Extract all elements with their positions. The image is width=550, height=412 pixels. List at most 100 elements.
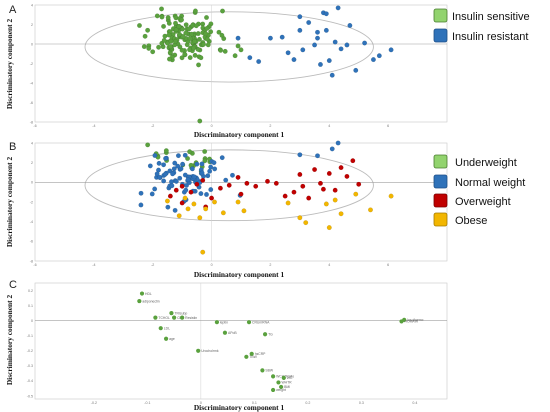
data-point-insulin-sensitive — [204, 15, 209, 20]
y-tick-label-b: 4 — [31, 141, 33, 145]
legend-swatch-insulin-resistant — [433, 28, 448, 43]
loading-point-label: Urocholrmk — [201, 349, 219, 353]
data-point-underweight — [202, 158, 208, 164]
data-point-insulin-resistant — [344, 42, 350, 48]
data-point-overweight — [179, 183, 185, 189]
loading-point — [246, 320, 252, 325]
legend-label-overweight: Overweight — [455, 196, 511, 208]
data-point-insulin-sensitive — [203, 31, 209, 37]
loading-point-label: SBW — [265, 369, 274, 373]
data-point-normal-weight — [182, 172, 188, 178]
loading-point — [163, 336, 169, 341]
x-tick-label-a: 4 — [328, 124, 330, 128]
data-point-insulin-resistant — [347, 23, 353, 28]
loading-point — [153, 315, 158, 320]
x-tick-label-b: 0 — [211, 263, 213, 267]
legend-swatch-obese — [433, 212, 448, 227]
data-point-insulin-sensitive — [197, 36, 202, 42]
y-tick-label-b: 0 — [31, 181, 33, 185]
loading-point-label: age — [169, 337, 175, 341]
data-point-insulin-resistant — [247, 55, 253, 61]
data-point-normal-weight — [163, 156, 169, 161]
data-point-insulin-sensitive — [187, 36, 193, 42]
data-point-overweight — [297, 172, 303, 177]
loading-point-label: hsCRP — [255, 352, 266, 356]
loading-point — [137, 298, 142, 304]
data-point-obese — [241, 208, 247, 214]
data-point-overweight — [273, 180, 279, 186]
data-point-normal-weight — [138, 190, 144, 196]
plot-c: -0.2 -0.1 0 0.1 0.2 0.3 0.4 0.2 0.1 0 -0.1 -0.2 -0.3… — [27, 283, 447, 405]
data-point-insulin-sensitive — [195, 31, 201, 37]
data-point-insulin-sensitive — [187, 47, 192, 53]
y-tick-label-a: 0 — [31, 42, 33, 46]
data-point-normal-weight — [173, 178, 179, 184]
data-point-normal-weight — [211, 160, 217, 166]
data-point-overweight — [244, 180, 250, 186]
data-point-insulin-resistant — [388, 47, 394, 53]
data-point-normal-weight — [165, 204, 171, 210]
data-point-normal-weight — [161, 162, 167, 168]
x-tick-label-b: 6 — [387, 263, 389, 267]
data-point-normal-weight — [154, 171, 160, 177]
data-point-insulin-sensitive — [196, 62, 201, 68]
data-point-obese — [191, 201, 197, 207]
loading-point — [262, 332, 268, 337]
plot-area-c — [34, 282, 448, 400]
loading-point — [222, 330, 228, 335]
data-point-insulin-sensitive — [191, 45, 196, 51]
loading-point — [244, 354, 249, 359]
x-tick-label-b: 2 — [269, 263, 271, 267]
loading-point — [249, 351, 254, 356]
panel-letter-a: A — [9, 4, 17, 16]
data-point-normal-weight — [205, 173, 211, 179]
panel-letter-c: C — [9, 279, 17, 291]
data-point-insulin-sensitive — [232, 53, 238, 59]
data-point-insulin-resistant — [279, 34, 285, 40]
data-point-normal-weight — [208, 187, 214, 193]
data-point-normal-weight — [156, 160, 162, 166]
data-point-insulin-sensitive — [176, 24, 182, 30]
x-tick-label-a: -6 — [33, 124, 36, 128]
data-point-insulin-sensitive — [173, 20, 178, 26]
loading-point — [271, 387, 276, 393]
data-point-overweight — [209, 195, 215, 201]
data-point-insulin-resistant — [235, 35, 241, 41]
data-point-insulin-sensitive — [238, 47, 244, 53]
data-point-insulin-resistant — [353, 67, 359, 73]
data-point-obese — [182, 195, 188, 201]
loading-point — [172, 315, 177, 320]
legend-swatch-insulin-sensitive — [433, 8, 448, 23]
loading-point-label: TBW — [249, 355, 257, 359]
data-point-insulin-resistant — [335, 5, 341, 11]
data-point-insulin-sensitive — [183, 30, 189, 36]
confidence-ellipse-a — [84, 11, 374, 83]
legend-swatch-normal-weight — [433, 174, 448, 189]
data-point-normal-weight — [329, 146, 335, 152]
data-point-insulin-resistant — [306, 20, 312, 25]
x-tick-label-c: 0.4 — [412, 401, 417, 405]
data-point-insulin-resistant — [318, 62, 323, 67]
data-point-overweight — [253, 183, 259, 189]
data-point-normal-weight — [149, 191, 155, 197]
loading-point — [214, 320, 220, 325]
data-point-normal-weight — [167, 168, 173, 174]
data-point-insulin-resistant — [315, 29, 320, 35]
x-tick-label-c: 0 — [200, 401, 202, 405]
data-point-insulin-sensitive — [192, 52, 198, 58]
data-point-insulin-resistant — [297, 27, 303, 33]
data-point-normal-weight — [207, 168, 213, 174]
data-point-normal-weight — [223, 177, 229, 183]
data-point-insulin-resistant — [267, 35, 273, 41]
data-point-normal-weight — [152, 153, 158, 158]
data-point-normal-weight — [138, 202, 144, 208]
data-point-insulin-resistant — [326, 58, 332, 64]
data-point-underweight — [163, 148, 169, 154]
loading-point-label: APoB — [228, 331, 237, 335]
data-point-insulin-sensitive — [208, 29, 214, 35]
data-point-underweight — [202, 149, 208, 154]
x-tick-label-a: 0 — [211, 124, 213, 128]
loading-point-label: TCHOL — [158, 316, 170, 320]
